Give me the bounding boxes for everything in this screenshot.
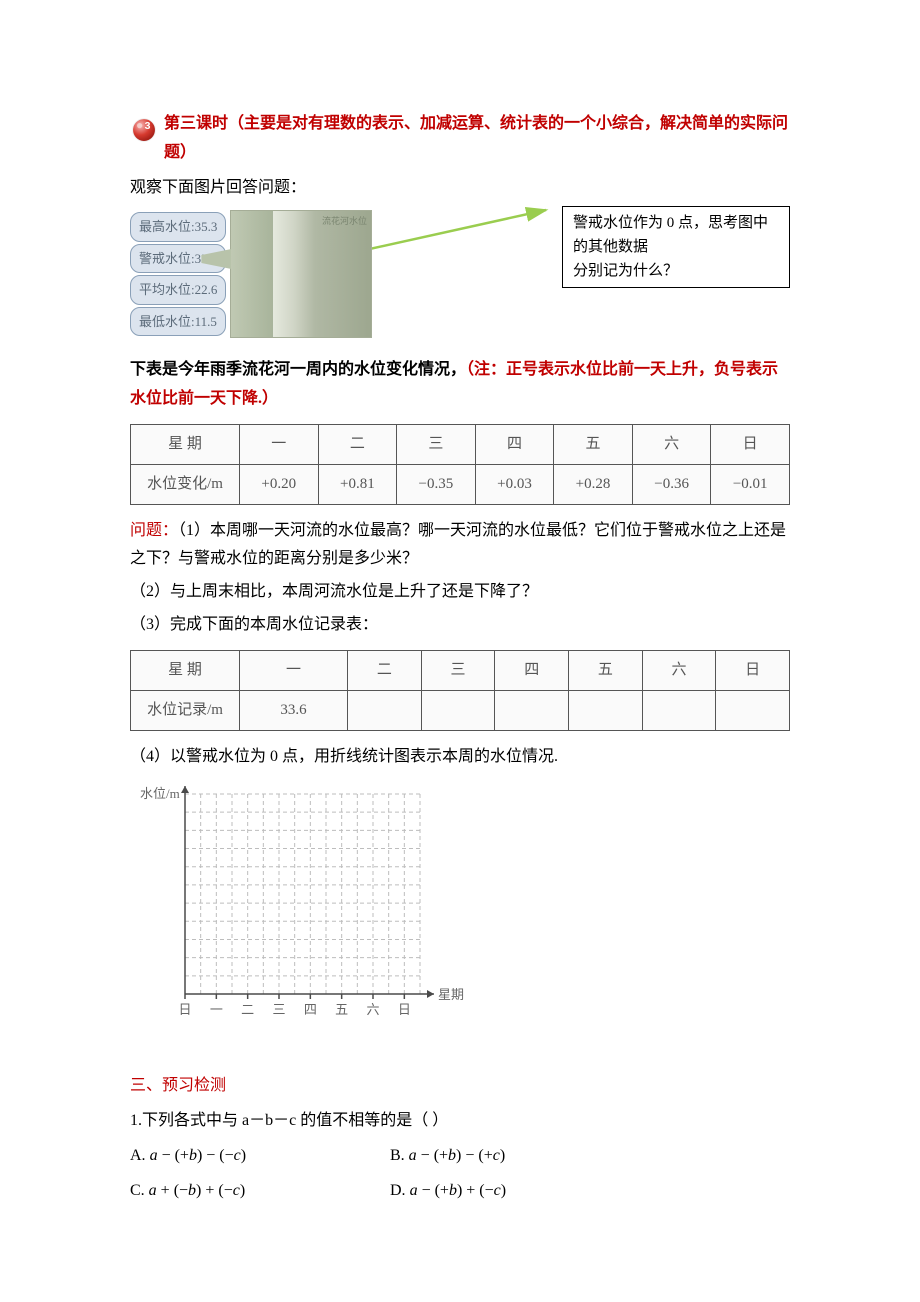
- svg-text:三: 三: [272, 1002, 285, 1017]
- t1-val: +0.20: [240, 464, 319, 504]
- t2-day: 日: [716, 650, 790, 690]
- t1-day: 四: [475, 424, 554, 464]
- question-2: （2）与上周末相比，本周河流水位是上升了还是下降了？: [130, 578, 790, 607]
- t1-day: 二: [318, 424, 397, 464]
- water-change-table: 星 期 一 二 三 四 五 六 日 水位变化/m +0.20 +0.81 −0.…: [130, 424, 790, 505]
- svg-text:五: 五: [335, 1002, 348, 1017]
- t2-val: [348, 690, 422, 730]
- t2-day: 四: [495, 650, 569, 690]
- t2-val: [642, 690, 716, 730]
- svg-text:四: 四: [304, 1002, 317, 1017]
- option-d: D. a − (+b) + (−c): [390, 1177, 610, 1206]
- question-4: （4）以警戒水位为 0 点，用折线统计图表示本周的水位情况.: [130, 743, 790, 772]
- table-intro-black: 下表是今年雨季流花河一周内的水位变化情况，: [130, 361, 466, 378]
- section3-title: 第三课时（主要是对有理数的表示、加减运算、统计表的一个小综合，解决简单的实际问题…: [164, 110, 790, 168]
- svg-text:3: 3: [145, 120, 151, 132]
- t2-val: [569, 690, 643, 730]
- t1-val: −0.36: [632, 464, 711, 504]
- option-c: C. a + (−b) + (−c): [130, 1177, 350, 1206]
- t1-row-label: 水位变化/m: [131, 464, 240, 504]
- question-3: （3）完成下面的本周水位记录表：: [130, 611, 790, 640]
- svg-text:水位/m: 水位/m: [140, 786, 180, 801]
- water-record-table: 星 期 一 二 三 四 五 六 日 水位记录/m 33.6: [130, 650, 790, 731]
- callout-box: 警戒水位作为 0 点，思考图中的其他数据 分别记为什么？: [562, 206, 790, 288]
- water-min-label: 最低水位:11.5: [130, 307, 226, 336]
- t1-val: +0.03: [475, 464, 554, 504]
- water-level-figure: 最高水位:35.3 警戒水位:33.4 平均水位:22.6 最低水位:11.5 …: [130, 210, 372, 338]
- table-row: 水位变化/m +0.20 +0.81 −0.35 +0.03 +0.28 −0.…: [131, 464, 790, 504]
- t2-day: 一: [240, 650, 348, 690]
- svg-text:星期: 星期: [438, 987, 464, 1002]
- svg-text:日: 日: [178, 1002, 191, 1017]
- t1-val: −0.01: [711, 464, 790, 504]
- t1-day: 日: [711, 424, 790, 464]
- pole-label: 流花河水位: [322, 213, 367, 229]
- water-max-label: 最高水位:35.3: [130, 212, 226, 241]
- preview-check-title: 三、预习检测: [130, 1072, 790, 1101]
- t2-row-label: 水位记录/m: [131, 690, 240, 730]
- question-1: （1）本周哪一天河流的水位最高？哪一天河流的水位最低？它们位于警戒水位之上还是之…: [130, 522, 786, 568]
- t2-header-label: 星 期: [131, 650, 240, 690]
- t1-val: +0.81: [318, 464, 397, 504]
- observe-prompt: 观察下面图片回答问题：: [130, 174, 306, 203]
- t1-day: 一: [240, 424, 319, 464]
- t2-val: 33.6: [240, 690, 348, 730]
- t2-val: [421, 690, 495, 730]
- option-b: B. a − (+b) − (+c): [390, 1142, 610, 1171]
- t1-day: 五: [554, 424, 633, 464]
- table-row: 水位记录/m 33.6: [131, 690, 790, 730]
- t2-val: [495, 690, 569, 730]
- t2-day: 三: [421, 650, 495, 690]
- t1-day: 六: [632, 424, 711, 464]
- t1-header-label: 星 期: [131, 424, 240, 464]
- svg-text:日: 日: [398, 1002, 411, 1017]
- t2-val: [716, 690, 790, 730]
- line-chart: 水位/m 星期日 一 二 三 四 五 六 日: [130, 782, 790, 1053]
- pc-q1: 1.下列各式中与 a－b－c 的值不相等的是（ ）: [130, 1107, 790, 1136]
- callout-line2: 分别记为什么？: [573, 259, 779, 283]
- water-avg-label: 平均水位:22.6: [130, 275, 226, 304]
- svg-text:二: 二: [241, 1002, 254, 1017]
- table-row: 星 期 一 二 三 四 五 六 日: [131, 424, 790, 464]
- svg-text:六: 六: [366, 1002, 379, 1017]
- t2-day: 二: [348, 650, 422, 690]
- t1-day: 三: [397, 424, 476, 464]
- option-a: A. a − (+b) − (−c): [130, 1142, 350, 1171]
- t1-val: +0.28: [554, 464, 633, 504]
- question-label: 问题：: [130, 522, 178, 539]
- callout-line1: 警戒水位作为 0 点，思考图中的其他数据: [573, 211, 779, 259]
- bullet-3-icon: 3: [130, 116, 158, 144]
- t2-day: 五: [569, 650, 643, 690]
- table-row: 星 期 一 二 三 四 五 六 日: [131, 650, 790, 690]
- t1-val: −0.35: [397, 464, 476, 504]
- svg-text:一: 一: [210, 1002, 223, 1017]
- t2-day: 六: [642, 650, 716, 690]
